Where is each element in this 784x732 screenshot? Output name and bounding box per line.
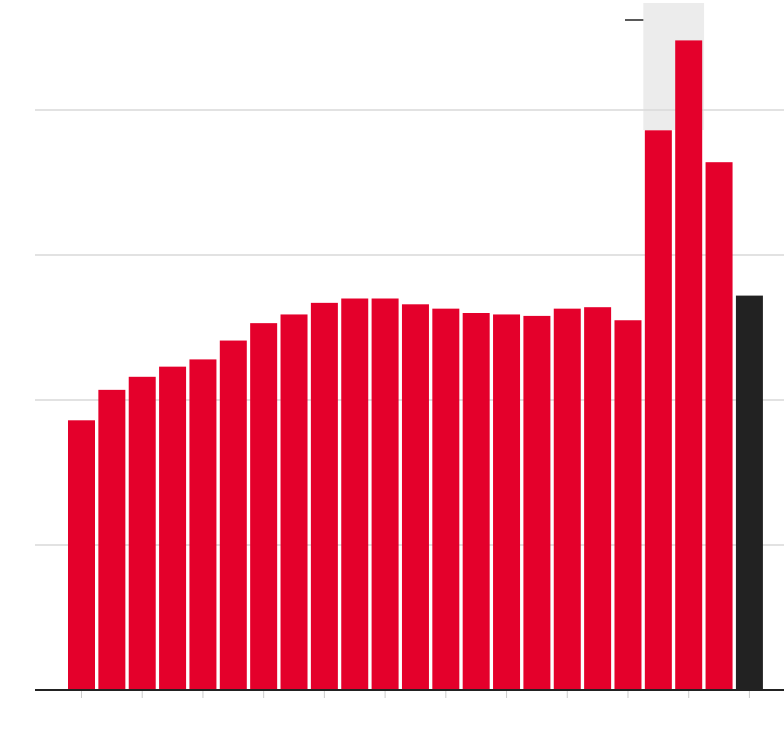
bar: [280, 314, 308, 690]
bar: [644, 130, 672, 691]
bar: [553, 308, 581, 690]
bar: [159, 366, 187, 690]
bar: [341, 298, 369, 690]
bar: [523, 315, 551, 690]
bar: [310, 302, 338, 690]
bar: [371, 298, 399, 690]
bar: [493, 314, 521, 690]
bar: [68, 420, 95, 690]
bar: [735, 295, 763, 690]
bar: [219, 340, 247, 690]
bar: [432, 308, 460, 690]
bar: [128, 376, 156, 690]
bar: [401, 304, 429, 690]
bar: [614, 320, 642, 690]
bar: [584, 307, 612, 690]
bar: [675, 40, 703, 690]
bar: [189, 359, 217, 690]
bar: [250, 323, 278, 690]
bar: [462, 313, 490, 690]
bar: [705, 162, 733, 690]
bar: [98, 389, 126, 690]
